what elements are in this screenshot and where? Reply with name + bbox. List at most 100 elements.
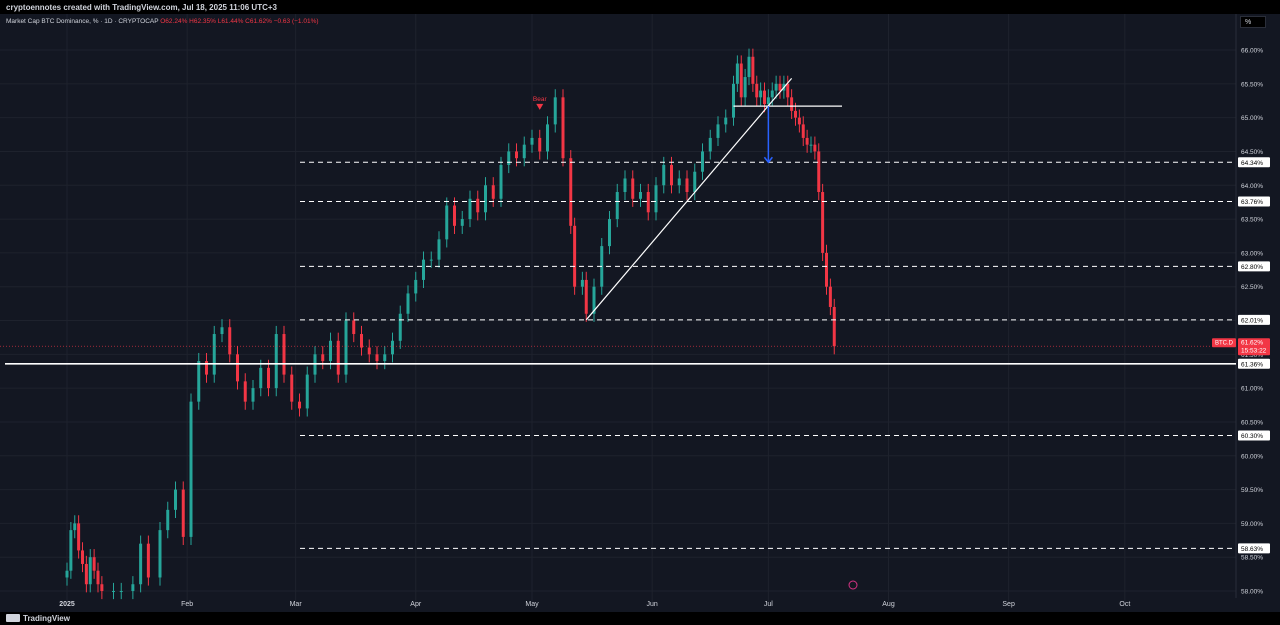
replay-icon — [848, 580, 858, 590]
y-tick-label: 61.50% — [1241, 352, 1263, 359]
level-label-box — [1238, 261, 1270, 272]
level-label: 63.76% — [1241, 199, 1263, 206]
candle-body — [584, 279, 588, 314]
chart-area[interactable]: 2025 Feb Mar Apr May Jun Jul Aug Sep Oct 66.00% 65.… — [0, 14, 1280, 612]
candle-body — [220, 327, 224, 335]
candle-body — [770, 90, 774, 98]
candle-body — [491, 185, 495, 199]
level-label: 62.80% — [1241, 264, 1263, 271]
candle-body — [677, 178, 681, 186]
x-tick-label: Sep — [1002, 601, 1015, 608]
candle-body — [735, 63, 739, 84]
candle-body — [805, 137, 809, 145]
candle-body — [422, 259, 425, 280]
candle-body — [96, 570, 100, 585]
symbol-badge — [1212, 338, 1236, 348]
trendline — [585, 78, 793, 321]
level-label-box — [1238, 543, 1270, 554]
candle-body — [305, 374, 309, 409]
candle-body — [212, 334, 216, 375]
candle-body — [732, 83, 735, 118]
x-tick-label: Mar — [290, 601, 303, 608]
candle-body — [251, 388, 255, 402]
candle-body — [181, 489, 185, 537]
level-label-box — [1238, 358, 1270, 369]
y-tick-label: 58.50% — [1241, 555, 1263, 562]
y-tick-label: 59.50% — [1241, 487, 1263, 494]
x-tick-label: Jun — [646, 601, 657, 608]
percent-scale-button[interactable]: % — [1240, 16, 1266, 28]
candle-body — [639, 192, 642, 199]
tradingview-logo: TradingView — [6, 614, 70, 623]
y-tick-label: 66.00% — [1241, 48, 1263, 55]
candle-body — [794, 110, 797, 118]
y-tick-label: 65.50% — [1241, 81, 1263, 88]
candle-body — [790, 97, 794, 111]
candle-body — [693, 171, 697, 193]
candle-body — [546, 124, 549, 152]
legend-ohlc: O62.24% H62.35% L61.44% C61.62% −0.63 (−… — [160, 18, 319, 25]
candle-body — [77, 523, 81, 551]
candle-body — [825, 252, 828, 287]
candle-body — [778, 83, 782, 91]
candle-body — [329, 340, 332, 362]
candle-body — [88, 557, 92, 585]
chart-background — [0, 14, 1280, 612]
level-label: 58.63% — [1241, 546, 1263, 553]
candle-body — [662, 164, 666, 186]
symbol-badge-text: BTC.D — [1215, 341, 1234, 347]
candle-body — [429, 259, 433, 261]
candle-body — [414, 279, 418, 294]
candle-body — [763, 90, 766, 105]
last-price-label: 61.62% — [1241, 340, 1263, 347]
candle-body — [158, 530, 162, 578]
candle-body — [708, 137, 712, 152]
candle-body — [453, 205, 456, 226]
candle-body — [84, 563, 88, 585]
price-chart[interactable]: 2025 Feb Mar Apr May Jun Jul Aug Sep Oct 66.00% 65.… — [0, 14, 1280, 612]
candle-body — [146, 543, 150, 578]
x-tick-label: Oct — [1119, 601, 1130, 608]
candle-body — [298, 401, 301, 409]
candle-body — [813, 144, 817, 152]
candle-body — [755, 83, 759, 98]
candle-body — [92, 557, 96, 571]
candle-body — [561, 97, 565, 159]
candle-body — [398, 313, 402, 341]
candle-body — [774, 83, 778, 91]
candle-body — [724, 117, 728, 125]
candle-body — [685, 178, 689, 193]
x-tick-label: 2025 — [59, 601, 75, 608]
level-label-box — [1238, 196, 1270, 207]
credit-text: cryptoennotes created with TradingView.c… — [6, 3, 277, 12]
x-tick-label: Feb — [181, 601, 193, 608]
candle-body — [197, 361, 201, 402]
candle-body — [166, 509, 170, 531]
candle-body — [592, 286, 596, 314]
candle-body — [654, 185, 658, 213]
y-tick-label: 63.50% — [1241, 217, 1263, 224]
candle-body — [131, 584, 135, 591]
header-bar: cryptoennotes created with TradingView.c… — [0, 0, 1280, 16]
x-tick-label: Jul — [764, 601, 773, 608]
candle-body — [460, 219, 464, 226]
candle-body — [73, 523, 77, 531]
candle-body — [801, 124, 805, 138]
candle-body — [321, 354, 325, 362]
candle-body — [786, 83, 790, 98]
level-label: 60.30% — [1241, 433, 1263, 440]
candle-body — [352, 320, 356, 335]
y-tick-label: 64.50% — [1241, 149, 1263, 156]
candle-body — [81, 550, 84, 564]
candle-body — [406, 293, 410, 314]
candle-body — [499, 164, 503, 199]
candle-body — [205, 361, 208, 375]
candle-body — [670, 164, 673, 186]
candle-body — [360, 334, 363, 348]
y-tick-label: 65.00% — [1241, 115, 1263, 122]
candle-body — [522, 144, 526, 159]
candle-body — [797, 117, 801, 125]
y-tick-label: 63.00% — [1241, 250, 1263, 257]
candle-body — [623, 178, 627, 193]
candle-body — [646, 192, 650, 213]
